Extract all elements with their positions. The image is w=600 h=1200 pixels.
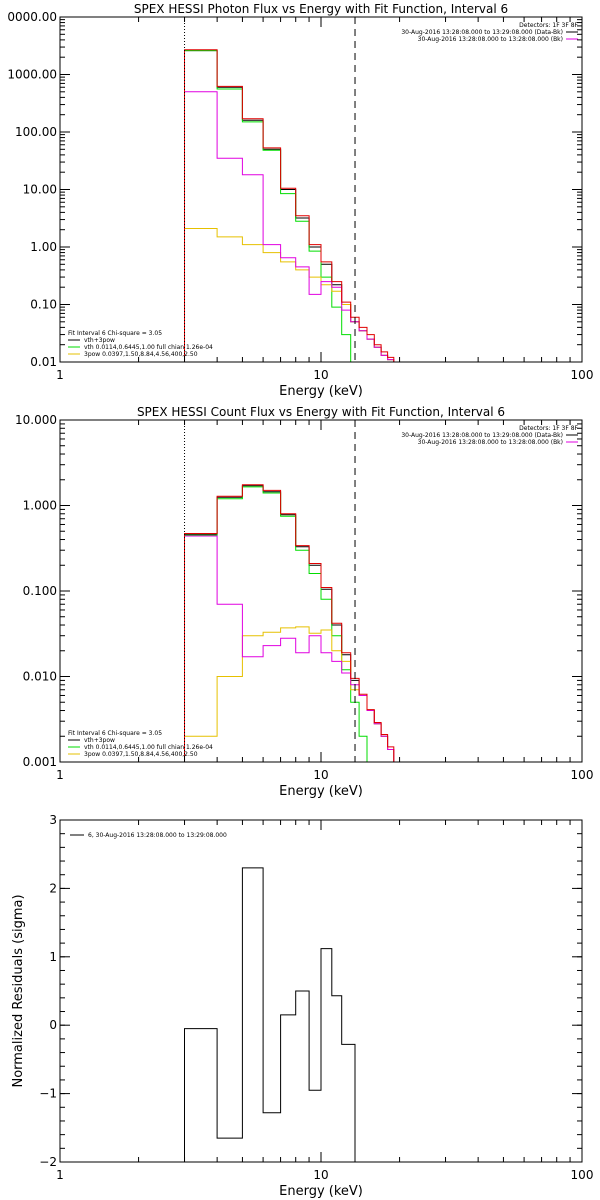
legend-heading: Fit Interval 6 Chi-square = 3.05 bbox=[68, 730, 162, 737]
series-line-2 bbox=[184, 50, 411, 362]
legend-heading: Detectors: 1F 3F 8F bbox=[519, 425, 578, 432]
y-tick-label: 0000.00 bbox=[7, 10, 57, 24]
chart-title: SPEX HESSI Photon Flux vs Energy with Fi… bbox=[134, 2, 508, 16]
y-tick-label: 0 bbox=[49, 1018, 57, 1032]
legend-top-left: Fit Interval 6 Chi-square = 3.05vth+3pow… bbox=[68, 730, 213, 758]
panel-2: SPEX HESSI Count Flux vs Energy with Fit… bbox=[15, 405, 593, 799]
y-tick-label: 1 bbox=[49, 950, 57, 964]
series-line-3 bbox=[184, 626, 411, 762]
legend-entry-label: vth 0.0114,0.6445,1.00 full chian 1.26e-… bbox=[84, 344, 213, 351]
y-tick-label: 10.00 bbox=[23, 183, 57, 197]
legend-entry-label: 30-Aug-2016 13:28:08.000 to 13:29:08.000… bbox=[401, 432, 563, 439]
panel-1: SPEX HESSI Photon Flux vs Energy with Fi… bbox=[7, 2, 593, 399]
y-tick-label: 0.001 bbox=[23, 755, 57, 769]
x-axis-label: Energy (keV) bbox=[279, 384, 363, 399]
x-tick-label: 10 bbox=[313, 768, 328, 782]
y-tick-label: 0.01 bbox=[30, 355, 57, 369]
axes-frame bbox=[59, 16, 583, 363]
x-tick-label: 100 bbox=[571, 1168, 594, 1182]
legend-entry-label: 6, 30-Aug-2016 13:28:08.000 to 13:29:08.… bbox=[88, 832, 227, 839]
legend-entry-label: 3pow 0.0397,1.50,8.84,4.56,400,2.50 bbox=[84, 351, 198, 358]
x-axis-label: Energy (keV) bbox=[279, 1184, 363, 1199]
y-tick-label: −1 bbox=[39, 1087, 57, 1101]
x-tick-label: 1 bbox=[56, 1168, 64, 1182]
y-tick-label: 10.000 bbox=[15, 413, 57, 427]
legend-entry-label: 30-Aug-2016 13:28:08.000 to 13:28:08.000… bbox=[418, 439, 563, 446]
series-line-1 bbox=[184, 50, 411, 362]
chart-title: SPEX HESSI Count Flux vs Energy with Fit… bbox=[137, 405, 505, 419]
series-line-1 bbox=[184, 867, 356, 1162]
x-axis-label: Energy (keV) bbox=[279, 784, 363, 799]
legend-entry-label: 30-Aug-2016 13:28:08.000 to 13:29:08.000… bbox=[401, 29, 563, 36]
y-tick-label: 2 bbox=[49, 881, 57, 895]
legend-entry-label: 3pow 0.0397,1.50,8.84,4.56,400,2.50 bbox=[84, 751, 198, 758]
legend-entry-label: vth+3pow bbox=[84, 337, 115, 344]
legend-entry-label: vth 0.0114,0.6445,1.00 full chian 1.26e-… bbox=[84, 744, 213, 751]
y-tick-label: 3 bbox=[49, 813, 57, 827]
legend-top-left: Fit Interval 6 Chi-square = 3.05vth+3pow… bbox=[68, 330, 213, 358]
y-axis-label: Normalized Residuals (sigma) bbox=[11, 894, 26, 1087]
legend-heading: Fit Interval 6 Chi-square = 3.05 bbox=[68, 330, 162, 337]
series-line-4 bbox=[184, 535, 411, 762]
x-tick-label: 1 bbox=[56, 368, 64, 382]
x-tick-label: 10 bbox=[313, 1168, 328, 1182]
plot-area bbox=[184, 17, 411, 362]
y-tick-label: 1.00 bbox=[30, 240, 57, 254]
y-tick-label: 1000.00 bbox=[7, 68, 57, 82]
series-line-5 bbox=[184, 49, 411, 362]
x-tick-label: 100 bbox=[571, 768, 594, 782]
series-line-5 bbox=[184, 484, 411, 762]
plot-area bbox=[184, 420, 411, 762]
legend-entry-label: 30-Aug-2016 13:28:08.000 to 13:28:08.000… bbox=[418, 36, 563, 43]
y-tick-label: 100.00 bbox=[15, 125, 57, 139]
x-tick-label: 1 bbox=[56, 768, 64, 782]
series-line-3 bbox=[184, 228, 411, 362]
series-line-2 bbox=[184, 486, 411, 762]
series-line-4 bbox=[184, 91, 411, 362]
x-tick-label: 100 bbox=[571, 368, 594, 382]
plot-area bbox=[184, 867, 356, 1162]
legend-entry-label: vth+3pow bbox=[84, 737, 115, 744]
y-tick-label: 0.100 bbox=[23, 584, 57, 598]
legend-heading: Detectors: 1F 3F 8F bbox=[519, 22, 578, 29]
y-tick-label: 0.010 bbox=[23, 670, 57, 684]
y-tick-label: 0.10 bbox=[30, 298, 57, 312]
y-tick-label: 1.000 bbox=[23, 499, 57, 513]
legend-top-left: 6, 30-Aug-2016 13:28:08.000 to 13:29:08.… bbox=[70, 832, 227, 839]
series-line-1 bbox=[184, 485, 411, 762]
y-tick-label: −2 bbox=[39, 1155, 57, 1169]
x-tick-label: 10 bbox=[313, 368, 328, 382]
panel-3: 1 10 100 Energy (keV) −2 −1 0 1 2 3 Normalized Res… bbox=[11, 813, 593, 1199]
